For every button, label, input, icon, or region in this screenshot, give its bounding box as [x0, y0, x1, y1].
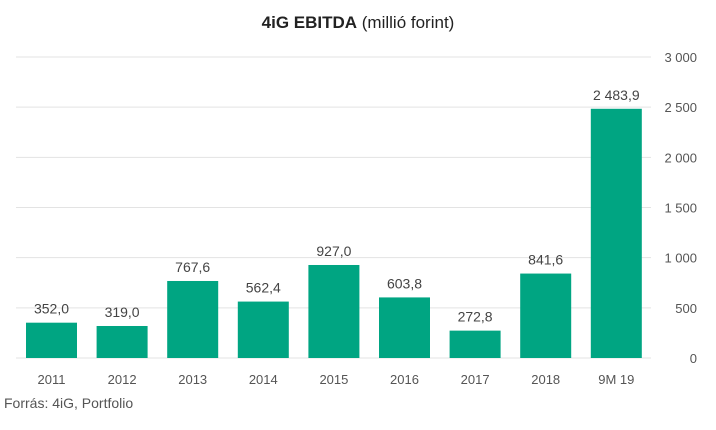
data-label: 841,6	[528, 252, 563, 268]
bar	[96, 325, 148, 358]
data-label: 272,8	[458, 309, 493, 325]
x-tick-label: 2014	[249, 372, 278, 387]
y-tick-label: 2 000	[664, 150, 697, 165]
chart-title-main: 4iG EBITDA	[262, 13, 357, 32]
y-tick-label: 1 500	[664, 201, 697, 216]
bar	[590, 108, 642, 358]
bars	[26, 108, 642, 358]
chart-title: 4iG EBITDA (millió forint)	[262, 13, 455, 32]
x-tick-label: 2015	[319, 372, 348, 387]
data-label: 319,0	[105, 304, 140, 320]
data-label: 562,4	[246, 280, 281, 296]
data-label: 927,0	[316, 243, 351, 259]
x-tick-label: 2017	[461, 372, 490, 387]
y-tick-label: 1 000	[664, 251, 697, 266]
bar	[26, 322, 77, 358]
bar	[237, 301, 289, 358]
data-labels: 352,0 319,0 767,6 562,4 927,0 603,8 272,8 841,6…	[34, 87, 640, 325]
y-tick-label: 3 000	[664, 50, 697, 65]
bar	[449, 330, 501, 358]
bar	[308, 264, 360, 358]
data-label: 767,6	[175, 259, 210, 275]
x-tick-label: 2012	[108, 372, 137, 387]
x-tick-label: 2016	[390, 372, 419, 387]
y-tick-label: 0	[690, 351, 697, 366]
y-tick-label: 2 500	[664, 100, 697, 115]
bar	[167, 280, 219, 358]
y-axis-ticks: 0 500 1 000 1 500 2 000 2 500 3 000	[664, 50, 697, 366]
data-label: 2 483,9	[593, 87, 640, 103]
x-axis-ticks: 2011 2012 2013 2014 2015 2016 2017 2018 9M 19	[38, 372, 635, 387]
data-label: 352,0	[34, 301, 69, 317]
bar	[379, 297, 430, 358]
x-tick-label: 2013	[178, 372, 207, 387]
x-tick-label: 9M 19	[598, 372, 634, 387]
x-tick-label: 2018	[531, 372, 560, 387]
y-tick-label: 500	[675, 301, 697, 316]
x-tick-label: 2011	[38, 372, 66, 387]
gridlines	[16, 56, 651, 359]
bar	[520, 273, 572, 358]
source-note: Forrás: 4iG, Portfolio	[4, 395, 134, 411]
chart-title-unit: (millió forint)	[357, 13, 454, 32]
data-label: 603,8	[387, 275, 422, 291]
